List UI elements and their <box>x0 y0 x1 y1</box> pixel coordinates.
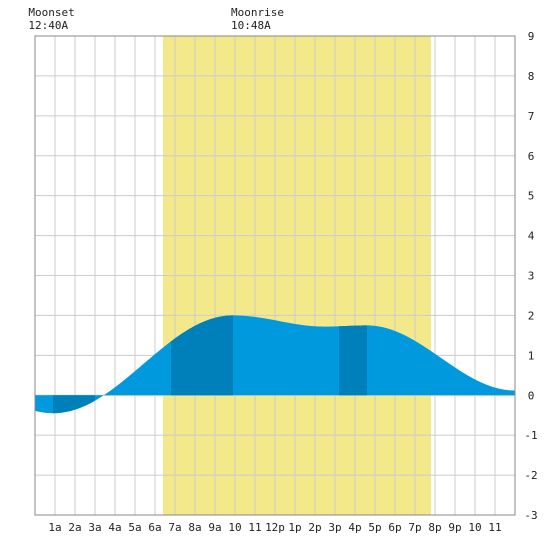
x-tick-label: 1a <box>48 521 61 534</box>
moon-event-name: Moonset <box>28 6 74 19</box>
x-tick-label: 1p <box>288 521 301 534</box>
y-tick-label: 9 <box>528 30 535 43</box>
x-tick-label: 7p <box>408 521 421 534</box>
y-tick-label: -2 <box>524 469 537 482</box>
y-tick-label: 8 <box>528 70 535 83</box>
y-tick-label: 0 <box>528 389 535 402</box>
x-tick-label: 10 <box>468 521 481 534</box>
x-tick-label: 3p <box>328 521 341 534</box>
y-tick-label: 5 <box>528 190 535 203</box>
x-tick-label: 6a <box>148 521 161 534</box>
x-tick-label: 7a <box>168 521 181 534</box>
x-tick-label: 10 <box>228 521 241 534</box>
x-tick-label: 2p <box>308 521 321 534</box>
moon-event-name: Moonrise <box>231 6 284 19</box>
x-tick-label: 8p <box>428 521 441 534</box>
x-tick-label: 5a <box>128 521 141 534</box>
y-axis-tick-labels: 9 8 7 6 5 4 3 2 1 0 -1 -2 -3 <box>524 30 537 522</box>
y-tick-label: 4 <box>528 230 535 243</box>
x-tick-label: 6p <box>388 521 401 534</box>
x-tick-label: 9a <box>208 521 221 534</box>
plot-frame <box>34 35 516 516</box>
moon-event-time: 12:40A <box>28 19 68 32</box>
y-tick-label: 6 <box>528 150 535 163</box>
x-tick-label: 9p <box>448 521 461 534</box>
x-tick-label: 2a <box>68 521 81 534</box>
x-tick-label: 11 <box>488 521 501 534</box>
x-axis-tick-labels: 1a 2a 3a 4a 5a 6a 7a 8a 9a 10 11 12p 1p 2p 3p 4p 5p 6p 7p 8… <box>48 521 501 534</box>
tide-area-fill <box>35 315 515 414</box>
x-tick-label: 3a <box>88 521 101 534</box>
x-tick-label: 11 <box>248 521 261 534</box>
chart-grid <box>34 35 516 516</box>
y-tick-label: 3 <box>528 270 535 283</box>
x-tick-label: 12p <box>265 521 285 534</box>
moon-event-time: 10:48A <box>231 19 271 32</box>
y-tick-label: -3 <box>524 509 537 522</box>
x-tick-label: 5p <box>368 521 381 534</box>
y-tick-label: 7 <box>528 110 535 123</box>
y-tick-label: -1 <box>524 429 537 442</box>
x-tick-label: 4a <box>108 521 121 534</box>
x-tick-label: 8a <box>188 521 201 534</box>
y-tick-label: 1 <box>528 349 535 362</box>
y-tick-label: 2 <box>528 309 535 322</box>
x-tick-label: 4p <box>348 521 361 534</box>
